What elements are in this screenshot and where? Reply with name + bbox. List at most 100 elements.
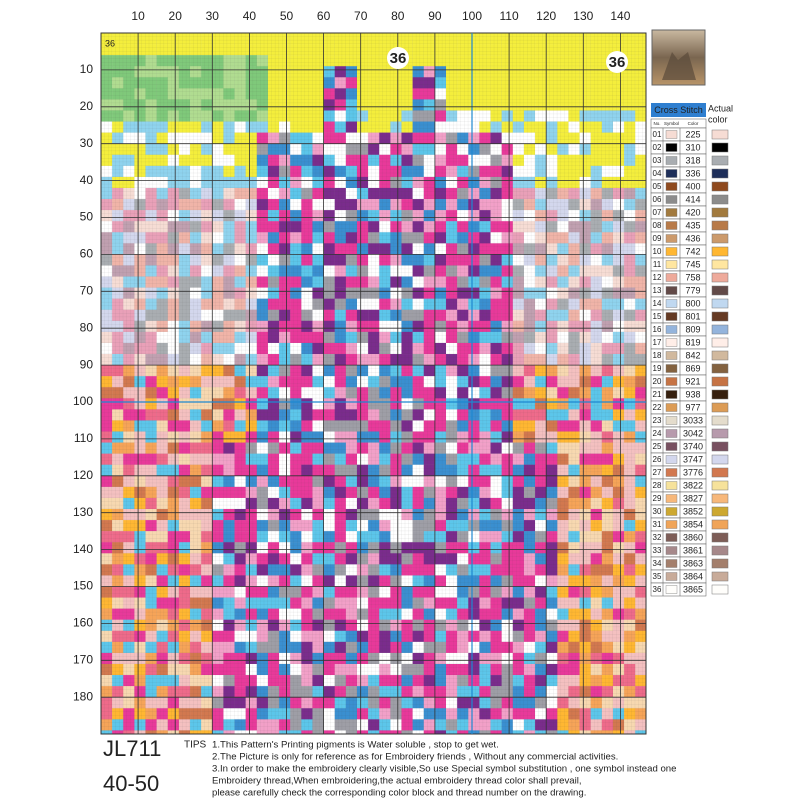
legend-number: 08	[653, 221, 662, 230]
row-number: 180	[73, 689, 93, 703]
legend-header: Symbol	[664, 121, 679, 126]
legend-symbol	[665, 455, 678, 464]
row-number: 100	[73, 394, 93, 408]
grid-border	[100, 32, 647, 735]
row-number: 130	[73, 505, 93, 519]
column-number: 130	[573, 9, 593, 23]
legend-number: 29	[653, 494, 662, 503]
legend-symbol	[665, 507, 678, 516]
legend-number: 30	[653, 507, 662, 516]
legend-symbol	[665, 169, 678, 178]
badge-label: 36	[609, 54, 626, 71]
legend-code: 3865	[683, 584, 703, 594]
legend-number: 24	[653, 429, 662, 438]
legend-symbol	[665, 572, 678, 581]
legend-symbol	[665, 208, 678, 217]
actual-color-swatch	[711, 194, 729, 205]
actual-color-label: Actual	[708, 103, 733, 113]
legend-code: 779	[685, 285, 700, 295]
legend-code: 318	[685, 155, 700, 165]
tips-line: 1.This Pattern's Printing pigments is Wa…	[212, 740, 499, 751]
legend-symbol	[665, 546, 678, 555]
badge-label: 36	[105, 38, 115, 48]
actual-color-swatch	[711, 441, 729, 452]
actual-color-swatch	[711, 454, 729, 465]
legend-number: 21	[653, 390, 662, 399]
actual-color-swatch	[711, 155, 729, 166]
legend-number: 27	[653, 468, 662, 477]
actual-color-swatch	[711, 389, 729, 400]
actual-color-swatch	[711, 376, 729, 387]
row-number: 80	[80, 320, 94, 334]
column-number: 80	[391, 9, 405, 23]
legend-symbol	[665, 585, 678, 594]
actual-color-swatch	[711, 519, 729, 530]
legend-symbol	[665, 130, 678, 139]
legend-symbol	[665, 390, 678, 399]
legend-code: 819	[685, 337, 700, 347]
legend-symbol	[665, 416, 678, 425]
legend-symbol	[665, 351, 678, 360]
legend-number: 36	[653, 585, 662, 594]
legend-number: 26	[653, 455, 662, 464]
legend-code: 400	[685, 181, 700, 191]
column-number: 110	[500, 9, 519, 23]
legend-code: 3864	[683, 571, 703, 581]
legend-header: No.	[653, 121, 660, 126]
pattern-code: JL711	[103, 736, 161, 761]
legend-code: 3747	[683, 454, 703, 464]
actual-color-swatch	[711, 350, 729, 361]
legend-number: 17	[653, 338, 662, 347]
legend-number: 32	[653, 533, 662, 542]
legend-number: 34	[653, 559, 662, 568]
legend-code: 3822	[683, 480, 703, 490]
actual-color-swatch	[711, 311, 729, 322]
legend-symbol	[665, 221, 678, 230]
preview-wolf	[662, 52, 696, 80]
legend-code: 3863	[683, 558, 703, 568]
legend-code: 3042	[683, 428, 703, 438]
row-number: 120	[73, 468, 93, 482]
column-number: 90	[428, 9, 442, 23]
row-number: 90	[80, 357, 94, 371]
badge-circle	[606, 51, 628, 73]
legend-symbol	[665, 234, 678, 243]
actual-color-swatch	[711, 129, 729, 140]
legend-symbol	[665, 299, 678, 308]
legend-number: 03	[653, 156, 662, 165]
column-number: 100	[462, 9, 482, 23]
legend-symbol	[665, 403, 678, 412]
legend-symbol	[665, 325, 678, 334]
legend-code: 336	[685, 168, 700, 178]
legend-code: 3776	[683, 467, 703, 477]
row-number: 50	[80, 210, 94, 224]
row-number: 170	[73, 652, 93, 666]
legend-symbol	[665, 429, 678, 438]
legend-symbol	[665, 481, 678, 490]
actual-color-swatch	[711, 337, 729, 348]
column-number: 30	[206, 9, 220, 23]
legend-code: 435	[685, 220, 700, 230]
legend-number: 22	[653, 403, 662, 412]
tips-line: please carefully check the corresponding…	[212, 788, 586, 799]
column-number: 10	[131, 9, 145, 23]
legend-symbol	[665, 156, 678, 165]
legend-number: 09	[653, 234, 662, 243]
legend-code: 745	[685, 259, 700, 269]
column-number: 40	[243, 9, 257, 23]
legend-symbol	[665, 273, 678, 282]
legend-symbol	[665, 143, 678, 152]
row-number: 70	[80, 283, 94, 297]
actual-color-swatch	[711, 259, 729, 270]
legend-code: 921	[685, 376, 700, 386]
legend-number: 12	[653, 273, 662, 282]
legend-symbol	[665, 182, 678, 191]
legend-number: 25	[653, 442, 662, 451]
row-number: 20	[80, 99, 94, 113]
legend-symbol	[665, 312, 678, 321]
legend-symbol	[665, 494, 678, 503]
tips-line: 2.The Picture is only for reference as f…	[212, 752, 618, 763]
column-number: 60	[317, 9, 331, 23]
actual-color-swatch	[711, 428, 729, 439]
